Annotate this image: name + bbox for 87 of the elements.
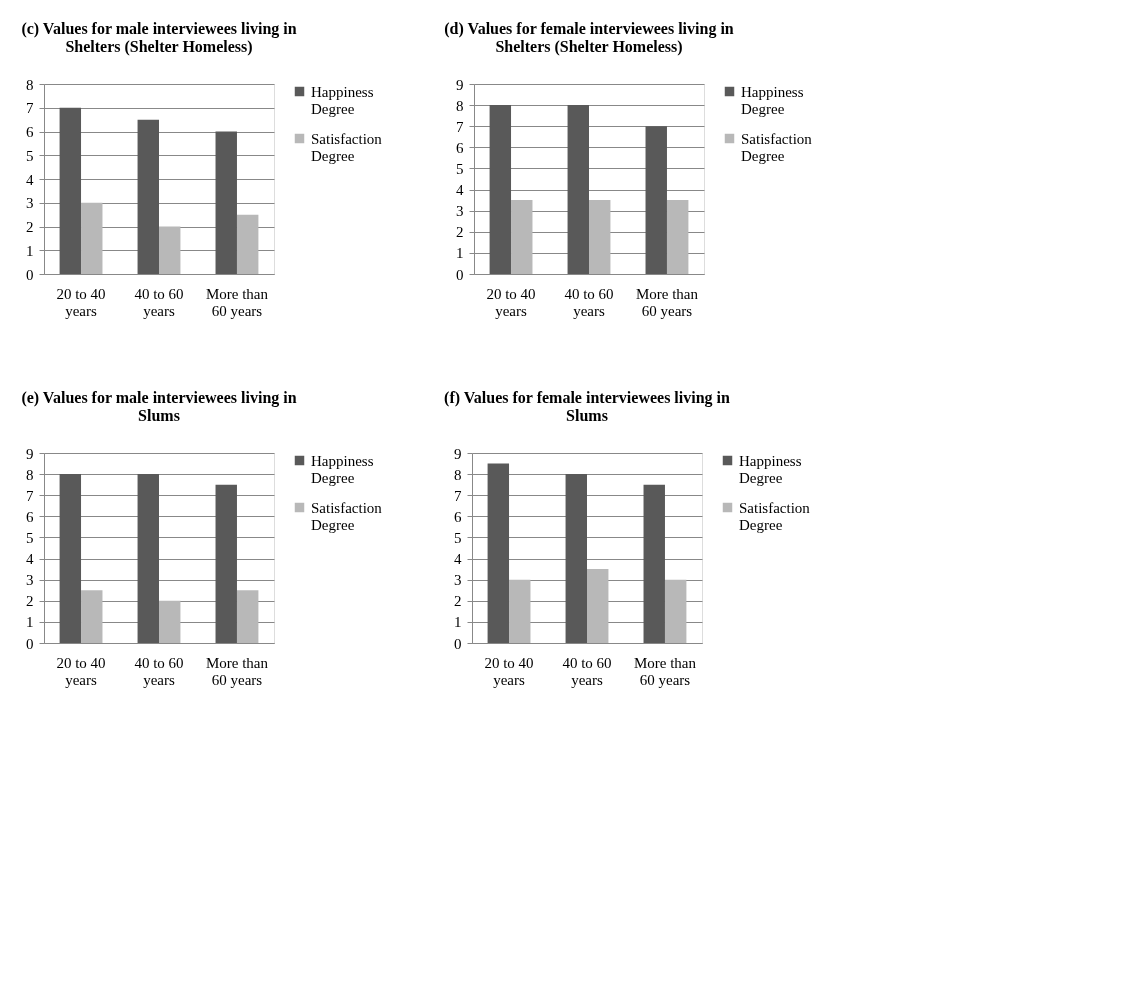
- bar: [645, 126, 667, 274]
- chart-title: (f) Values for female interviewees living in Slums: [444, 389, 731, 424]
- x-tick-label: 20 to 40 years: [56, 654, 106, 688]
- y-tick-label: 1: [26, 242, 34, 259]
- x-tick-label: 40 to 60 years: [562, 654, 612, 688]
- y-tick-label: 0: [454, 635, 462, 652]
- y-tick-label: 5: [26, 147, 34, 164]
- y-tick-label: 8: [26, 76, 34, 93]
- y-tick-label: 5: [26, 529, 34, 546]
- y-tick-label: 2: [26, 219, 34, 235]
- y-tick-label: 8: [454, 466, 462, 483]
- y-tick-label: 7: [456, 118, 464, 135]
- y-tick-label: 0: [26, 635, 34, 652]
- y-tick-label: 7: [26, 487, 34, 504]
- legend-label: Satisfaction Degree: [739, 499, 811, 533]
- y-tick-label: 9: [26, 445, 34, 462]
- legend-label: Happiness Degree: [311, 83, 374, 117]
- y-tick-label: 4: [456, 182, 464, 199]
- bar: [666, 200, 689, 274]
- x-tick-label: 20 to 40 years: [56, 285, 106, 319]
- legend-label: Happiness Degree: [739, 452, 802, 486]
- x-tick-label: More than 60 years: [205, 654, 269, 688]
- bar: [137, 119, 159, 274]
- y-tick-label: 4: [26, 171, 34, 188]
- bar: [489, 105, 512, 274]
- x-tick-label: 20 to 40 years: [486, 285, 536, 319]
- bar: [236, 214, 259, 274]
- x-tick-label: More than 60 years: [205, 285, 269, 319]
- x-tick-label: 40 to 60 years: [564, 285, 614, 319]
- legend-label: Happiness Degree: [311, 452, 374, 486]
- y-tick-label: 4: [454, 551, 462, 568]
- y-tick-label: 3: [26, 195, 34, 212]
- x-tick-label: More than 60 years: [635, 285, 699, 319]
- bar: [589, 200, 611, 274]
- y-tick-label: 3: [454, 572, 462, 589]
- y-tick-label: 3: [26, 572, 34, 589]
- y-tick-label: 5: [454, 529, 462, 546]
- bar: [511, 200, 533, 274]
- y-tick-label: 2: [456, 224, 464, 241]
- y-tick-label: 5: [456, 160, 464, 177]
- bar: [81, 202, 103, 274]
- y-tick-label: 0: [26, 266, 34, 283]
- bar: [587, 569, 609, 643]
- y-tick-label: 9: [456, 76, 464, 93]
- y-tick-label: 4: [26, 551, 34, 568]
- y-tick-label: 2: [26, 593, 34, 610]
- y-tick-label: 1: [26, 614, 34, 631]
- y-tick-label: 0: [456, 266, 464, 283]
- y-tick-label: 6: [454, 508, 462, 525]
- y-tick-label: 8: [456, 97, 464, 114]
- bar: [567, 105, 589, 274]
- y-tick-label: 6: [26, 124, 34, 140]
- y-tick-label: 8: [26, 466, 34, 483]
- bar: [59, 474, 82, 643]
- y-tick-label: 1: [454, 614, 462, 631]
- bar: [159, 600, 181, 643]
- legend-label: Satisfaction Degree: [741, 130, 813, 164]
- bar: [81, 590, 103, 643]
- legend-label: Satisfaction Degree: [311, 499, 383, 533]
- y-tick-label: 6: [26, 508, 34, 525]
- x-tick-label: 20 to 40 years: [484, 654, 534, 688]
- legend-label: Satisfaction Degree: [311, 130, 383, 164]
- bar: [643, 484, 665, 643]
- bar: [215, 484, 237, 643]
- bar: [565, 474, 587, 643]
- chart-title: (d) Values for female interviewees living in Shelters (Shelter Homeless): [444, 20, 734, 56]
- chart-title: (e) Values for male interviewees living in Slums: [21, 389, 297, 424]
- bar: [137, 474, 159, 643]
- y-tick-label: 7: [454, 487, 462, 504]
- legend-label: Happiness Degree: [741, 83, 804, 117]
- bar: [59, 107, 82, 274]
- bar: [509, 579, 531, 643]
- y-tick-label: 2: [454, 593, 462, 610]
- y-tick-label: 7: [26, 100, 34, 117]
- y-tick-label: 1: [456, 245, 464, 262]
- bar: [236, 590, 259, 643]
- x-tick-label: 40 to 60 years: [134, 285, 184, 319]
- y-tick-label: 9: [454, 445, 462, 462]
- bar: [664, 579, 687, 643]
- y-tick-label: 6: [456, 139, 464, 156]
- x-tick-label: More than 60 years: [633, 654, 697, 688]
- bar: [487, 463, 510, 643]
- chart-title: (c) Values for male interviewees living in Shelters (Shelter Homeless): [21, 20, 297, 56]
- y-tick-label: 3: [456, 203, 464, 220]
- x-tick-label: 40 to 60 years: [134, 654, 184, 688]
- bar: [159, 226, 181, 274]
- bar: [215, 131, 237, 274]
